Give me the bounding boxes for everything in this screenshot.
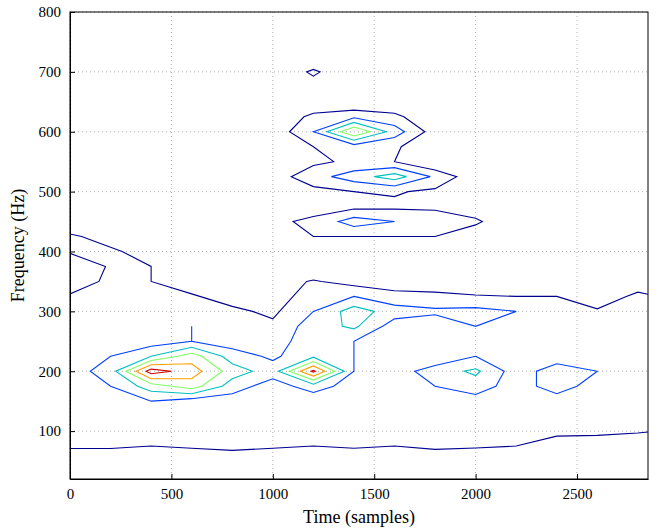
plot-frame xyxy=(70,12,648,479)
y-tick: 200 xyxy=(39,364,76,380)
y-tick-mark xyxy=(70,192,75,193)
grid-line-x xyxy=(171,12,172,479)
y-tick-label: 300 xyxy=(39,304,62,320)
grid-line-x xyxy=(475,12,476,479)
y-tick-mark xyxy=(70,132,75,133)
x-tick-label: 500 xyxy=(161,486,184,502)
y-tick: 700 xyxy=(39,64,76,80)
x-tick-mark xyxy=(273,474,274,479)
grid-line-x xyxy=(374,12,375,479)
x-tick: 2000 xyxy=(461,474,491,502)
y-tick-label: 600 xyxy=(39,124,62,140)
x-tick-label: 1500 xyxy=(360,486,390,502)
contour-line xyxy=(146,369,315,374)
x-tick-label: 1000 xyxy=(258,486,288,502)
contour-line xyxy=(90,118,597,401)
x-tick: 2500 xyxy=(563,474,593,502)
y-tick-mark xyxy=(70,251,75,252)
chart: 0 500 1000 1500 2000 2500 100 200 300 400 500 600 70… xyxy=(0,0,659,531)
y-axis-title: Frequency (Hz) xyxy=(8,189,29,302)
x-tick-mark xyxy=(476,474,477,479)
y-tick-mark xyxy=(70,431,75,432)
y-tick-label: 800 xyxy=(39,4,62,20)
x-axis-title: Time (samples) xyxy=(303,507,415,528)
x-tick-mark xyxy=(577,474,578,479)
x-tick: 1500 xyxy=(360,474,390,502)
y-tick: 300 xyxy=(39,304,76,320)
y-tick: 500 xyxy=(39,184,76,200)
grid-line-y xyxy=(70,371,648,372)
contours xyxy=(70,69,648,450)
grid-line-x xyxy=(577,12,578,479)
contour-line xyxy=(116,122,481,393)
x-tick: 500 xyxy=(161,474,184,502)
y-tick: 800 xyxy=(39,4,76,20)
y-tick-label: 700 xyxy=(39,64,62,80)
grid-line-y xyxy=(70,131,648,132)
y-tick-mark xyxy=(70,12,75,13)
grid-line-y xyxy=(70,431,648,432)
y-tick-mark xyxy=(70,72,75,73)
grid-line-y xyxy=(70,311,648,312)
y-tick-mark xyxy=(70,311,75,312)
y-axis-line xyxy=(70,13,71,480)
x-axis: 0 500 1000 1500 2000 2500 xyxy=(67,474,649,502)
y-axis: 100 200 300 400 500 600 700 800 xyxy=(39,4,76,479)
x-tick-label: 2500 xyxy=(563,486,593,502)
plot: 0 500 1000 1500 2000 2500 100 200 300 400 500 600 70… xyxy=(39,4,659,501)
contour-line xyxy=(136,364,325,379)
x-tick-label: 0 xyxy=(67,486,75,502)
y-tick-label: 100 xyxy=(39,423,62,439)
x-tick-label: 2000 xyxy=(461,486,491,502)
y-tick: 100 xyxy=(39,423,76,439)
grid-line-y xyxy=(70,251,648,252)
grid-line-y xyxy=(70,71,648,72)
plot-background xyxy=(70,12,648,479)
contour-line xyxy=(70,69,648,450)
y-tick-label: 400 xyxy=(39,244,62,260)
x-tick: 1000 xyxy=(258,474,288,502)
x-tick-mark xyxy=(171,474,172,479)
y-tick-label: 200 xyxy=(39,364,62,380)
x-axis-line xyxy=(71,479,649,480)
grid xyxy=(70,12,648,479)
y-tick-label: 500 xyxy=(39,184,62,200)
y-tick: 400 xyxy=(39,244,76,260)
x-tick-mark xyxy=(374,474,375,479)
y-tick-mark xyxy=(70,371,75,372)
y-tick: 600 xyxy=(39,124,76,140)
contour-line xyxy=(126,127,370,389)
grid-line-x xyxy=(272,12,273,479)
